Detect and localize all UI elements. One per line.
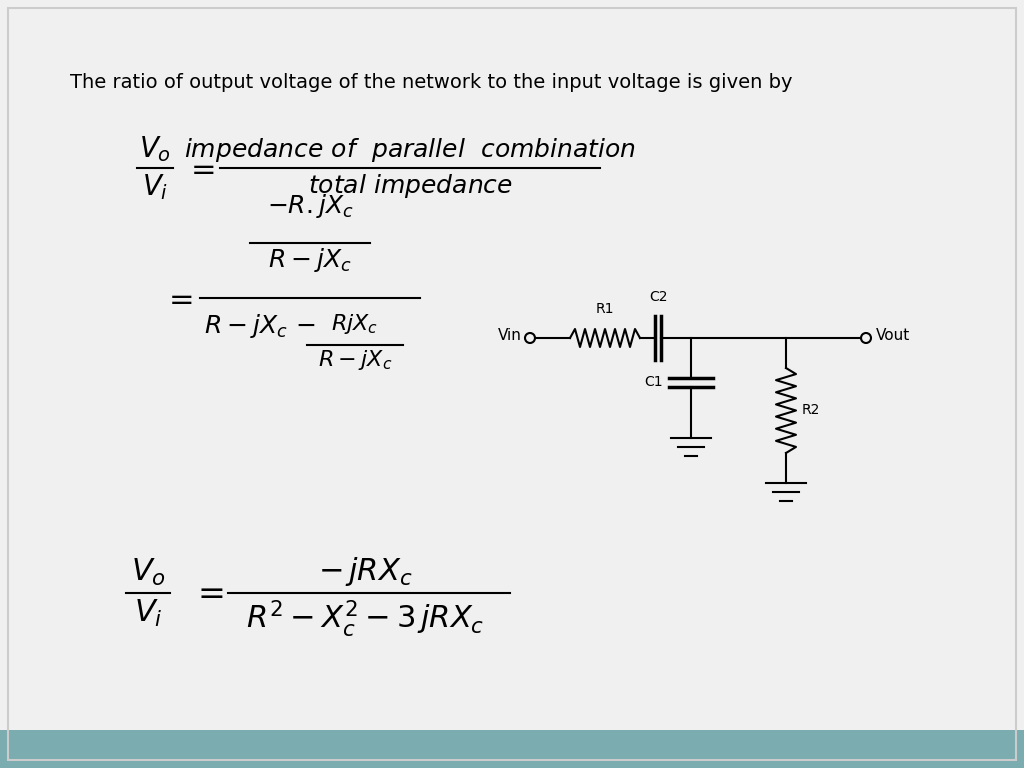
Text: C2: C2: [649, 290, 668, 304]
Text: The ratio of output voltage of the network to the input voltage is given by: The ratio of output voltage of the netwo…: [70, 73, 793, 92]
Text: $R-jX_c$: $R-jX_c$: [317, 348, 392, 372]
Text: Vin: Vin: [498, 329, 522, 343]
Text: $R-jX_c\,-$: $R-jX_c\,-$: [204, 312, 315, 340]
Text: Vout: Vout: [876, 329, 910, 343]
Text: $total\ impedance$: $total\ impedance$: [307, 172, 512, 200]
Text: $=$: $=$: [163, 283, 194, 313]
Bar: [0, 730, 1024, 768]
Text: $RjX_c$: $RjX_c$: [332, 312, 379, 336]
Text: $V_i$: $V_i$: [142, 172, 168, 202]
Text: R1: R1: [596, 302, 614, 316]
Text: C1: C1: [644, 375, 663, 389]
Text: $R^2-X_c^2-3\,jRX_c$: $R^2-X_c^2-3\,jRX_c$: [246, 598, 484, 639]
Text: $V_i$: $V_i$: [134, 598, 163, 629]
Text: $V_o$: $V_o$: [139, 134, 171, 164]
Text: R2: R2: [802, 403, 820, 418]
Text: $-R.jX_c$: $-R.jX_c$: [266, 192, 353, 220]
Text: $=$: $=$: [185, 154, 215, 183]
Text: $V_o$: $V_o$: [130, 557, 166, 588]
Text: $R-jX_c$: $R-jX_c$: [268, 246, 352, 274]
Text: $impedance\ of\ \ parallel\ \ combination$: $impedance\ of\ \ parallel\ \ combinatio…: [184, 136, 636, 164]
Text: $-\,jRX_c$: $-\,jRX_c$: [317, 555, 413, 588]
Text: $=$: $=$: [190, 577, 223, 610]
